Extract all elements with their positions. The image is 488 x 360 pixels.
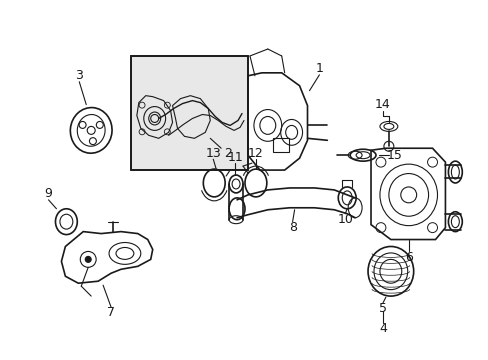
Circle shape <box>85 256 91 262</box>
Bar <box>131 56 247 170</box>
Text: 7: 7 <box>107 306 115 319</box>
Bar <box>272 138 288 152</box>
Bar <box>131 56 247 170</box>
Text: 15: 15 <box>386 149 402 162</box>
Text: 5: 5 <box>378 302 386 315</box>
Text: 4: 4 <box>378 322 386 336</box>
Text: 10: 10 <box>337 213 352 226</box>
Text: 9: 9 <box>44 188 52 201</box>
Text: 11: 11 <box>227 151 243 164</box>
Text: 14: 14 <box>374 98 390 111</box>
Text: 3: 3 <box>75 69 83 82</box>
Text: 12: 12 <box>247 147 263 160</box>
Text: 6: 6 <box>404 251 412 264</box>
Text: 2: 2 <box>224 147 232 160</box>
Text: 13: 13 <box>205 147 221 160</box>
Text: 1: 1 <box>315 62 323 75</box>
Text: 8: 8 <box>288 221 296 234</box>
